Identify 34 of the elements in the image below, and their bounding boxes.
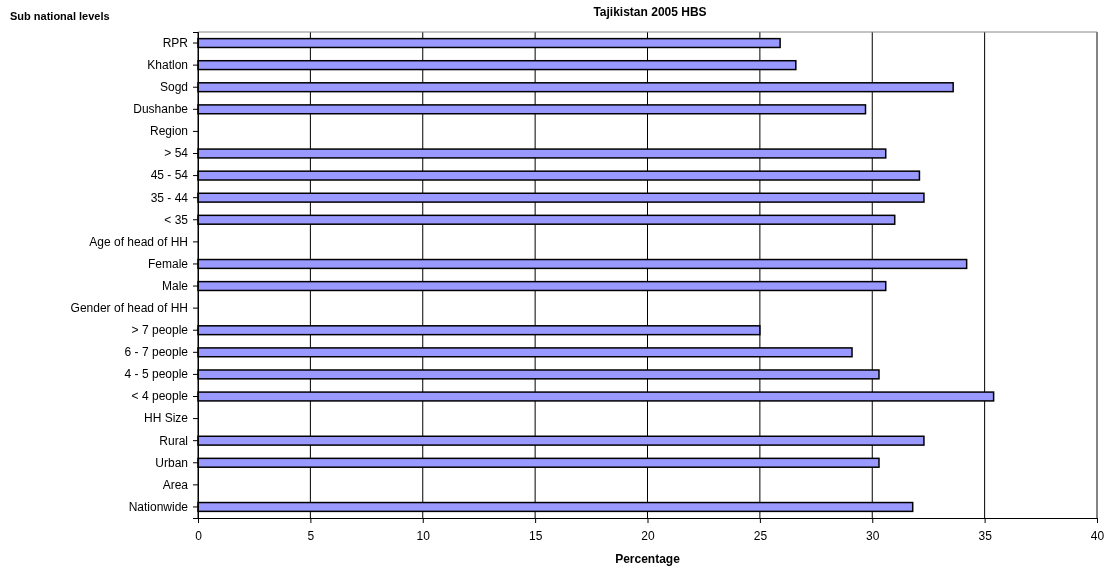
y-tick-label: < 4 people xyxy=(131,389,189,404)
y-tick-label: < 35 xyxy=(164,212,189,227)
chart-title: Tajikistan 2005 HBS xyxy=(593,5,707,19)
x-axis-title: Percentage xyxy=(615,552,681,566)
x-tick-label: 30 xyxy=(866,528,880,543)
y-tick-label: Male xyxy=(161,278,189,293)
y-tick-label: Dushanbe xyxy=(133,102,189,117)
y-tick-label: Age of head of HH xyxy=(89,234,188,249)
y-tick-label: HH Size xyxy=(143,411,189,426)
y-tick-label: Khatlon xyxy=(147,57,188,72)
y-tick-label: Rural xyxy=(159,433,188,448)
x-tick-label: 15 xyxy=(528,528,543,543)
y-tick-label: 45 - 54 xyxy=(150,168,189,183)
x-tick-label: 35 xyxy=(978,528,993,543)
x-tick-label: 0 xyxy=(195,528,203,543)
y-tick-label: 35 - 44 xyxy=(150,190,189,205)
y-tick-label: > 7 people xyxy=(131,323,189,338)
x-tick-label: 5 xyxy=(307,528,315,543)
x-tick-label: 10 xyxy=(416,528,431,543)
y-tick-label: Gender of head of HH xyxy=(70,300,188,315)
y-tick-label: 4 - 5 people xyxy=(124,367,189,382)
y-tick-label: > 54 xyxy=(164,146,189,161)
text: Sub national levels xyxy=(10,10,110,22)
y-tick-label: Sogd xyxy=(159,80,188,95)
x-tick-label: 20 xyxy=(641,528,655,543)
y-tick-label: Region xyxy=(149,124,188,139)
y-tick-label: Area xyxy=(162,477,189,492)
y-tick-label: 6 - 7 people xyxy=(124,345,189,360)
y-tick-label: Nationwide xyxy=(128,499,189,514)
x-tick-label: 40 xyxy=(1090,528,1105,543)
y-tick-label: RPR xyxy=(162,35,189,50)
y-tick-label: Female xyxy=(147,256,189,271)
y-tick-label: Urban xyxy=(155,455,188,470)
x-tick-label: 25 xyxy=(753,528,768,543)
